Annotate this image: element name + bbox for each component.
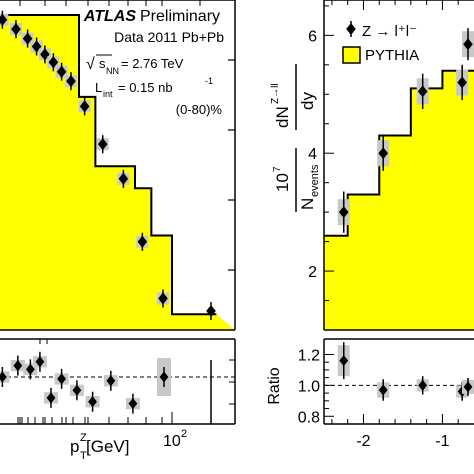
ylabel-dy: dy	[298, 92, 317, 110]
ratio-point	[463, 381, 473, 393]
ylabel-dn: dN	[273, 106, 292, 128]
data-point	[118, 172, 129, 185]
y-tick-label: 6	[308, 28, 317, 45]
ylabel-factor-exp: 7	[272, 166, 283, 172]
left-x-tick-label-100: 10 2	[163, 428, 187, 450]
legend-diamond	[346, 23, 356, 35]
ratio-point	[378, 384, 388, 396]
ratio-point	[57, 373, 67, 385]
energy-sub-nn: NN	[106, 66, 119, 76]
legend-mc-label: PYTHIA	[365, 47, 419, 64]
left-x-axis-label: p T Z [GeV]	[70, 432, 129, 462]
data-point	[31, 40, 42, 53]
ratio-point	[159, 371, 169, 383]
data-point	[0, 13, 8, 26]
ratio-point	[88, 396, 97, 408]
data-point	[457, 76, 467, 89]
right-panel: 10 7 N events dN Z→ll dy Z → l⁺l⁻ PYTHIA…	[266, 0, 474, 450]
data-point	[463, 38, 473, 51]
data-point	[56, 65, 67, 78]
xlabel-sub-t: T	[80, 450, 87, 462]
ratio-point	[339, 355, 349, 367]
sqrt-sign: √	[86, 56, 95, 73]
ylabel-denom-sub: events	[309, 164, 321, 197]
ratio-point	[106, 375, 116, 387]
data-point	[158, 292, 168, 305]
data-point	[137, 235, 148, 248]
pythia-outline	[0, 14, 217, 316]
data-point	[11, 23, 21, 36]
y-tick-label: 2	[308, 264, 317, 281]
energy-value: = 2.76 TeV	[121, 56, 184, 71]
pythia-fill	[324, 70, 474, 330]
data-point	[79, 100, 90, 113]
ratio-point	[72, 384, 82, 396]
ratio-y-tick-label: 1.2	[298, 347, 320, 364]
left-top-plot	[0, 0, 235, 330]
legend-data-marker	[346, 21, 356, 37]
lumi-value: = 0.15 nb	[118, 80, 173, 95]
ratio-y-axis-label: Ratio	[266, 367, 283, 404]
data-point	[338, 206, 349, 219]
ratio-point	[13, 360, 23, 372]
centrality-label: (0-80)%	[176, 102, 223, 117]
right-y-axis-label: 10 7 N events dN Z→ll dy	[270, 64, 321, 212]
data-point	[48, 56, 59, 69]
x-tick-label: -1	[435, 433, 449, 450]
data-point	[97, 138, 108, 151]
lumi-l: L	[95, 80, 102, 95]
tick-exp: 2	[181, 428, 187, 440]
preliminary-label: Preliminary	[140, 8, 220, 25]
ratio-point	[128, 398, 138, 410]
ratio-y-tick-label: 1.0	[298, 378, 320, 395]
ratio-point	[46, 392, 56, 404]
xlabel-unit: [GeV]	[86, 437, 129, 456]
lumi-sub: int	[103, 89, 113, 99]
right-top-plot	[324, 0, 474, 330]
data-point	[378, 147, 389, 160]
ratio-point	[35, 356, 45, 368]
right-ratio-plot	[324, 342, 474, 424]
xlabel-p: p	[70, 437, 79, 456]
lumi-sup: -1	[205, 76, 213, 86]
dataset-label: Data 2011 Pb+Pb	[114, 29, 224, 45]
x-tick-label: -2	[356, 433, 370, 450]
ylabel-factor: 10	[273, 173, 292, 192]
data-point	[417, 85, 428, 98]
legend-data-label: Z → l⁺l⁻	[362, 23, 417, 40]
pythia-fill	[0, 15, 235, 330]
ratio-point	[418, 379, 428, 391]
left-ratio-plot	[0, 339, 235, 424]
xlabel-sup-z: Z	[80, 432, 87, 444]
tick-base: 10	[163, 433, 181, 450]
legend-mc-swatch	[342, 46, 361, 64]
data-point	[66, 75, 76, 88]
energy-s: s	[99, 56, 106, 71]
data-point	[206, 305, 216, 317]
ratio-point	[25, 363, 35, 375]
y-tick-label: 4	[308, 146, 317, 163]
ratio-y-tick-label: 0.8	[298, 409, 320, 426]
legend: Z → l⁺l⁻ PYTHIA	[342, 21, 419, 64]
ylabel-denom-n: N	[298, 198, 317, 210]
left-panel: ATLAS Preliminary Data 2011 Pb+Pb √ s NN…	[0, 0, 236, 462]
ratio-point	[0, 371, 7, 383]
right-axis-tick-labels: 2 4 6 1.2 1.0 0.8 -2 -1	[298, 28, 450, 450]
data-point	[40, 48, 50, 61]
data-point	[22, 32, 33, 45]
ylabel-dn-sup: Z→ll	[270, 83, 281, 104]
atlas-label: ATLAS	[83, 8, 136, 25]
